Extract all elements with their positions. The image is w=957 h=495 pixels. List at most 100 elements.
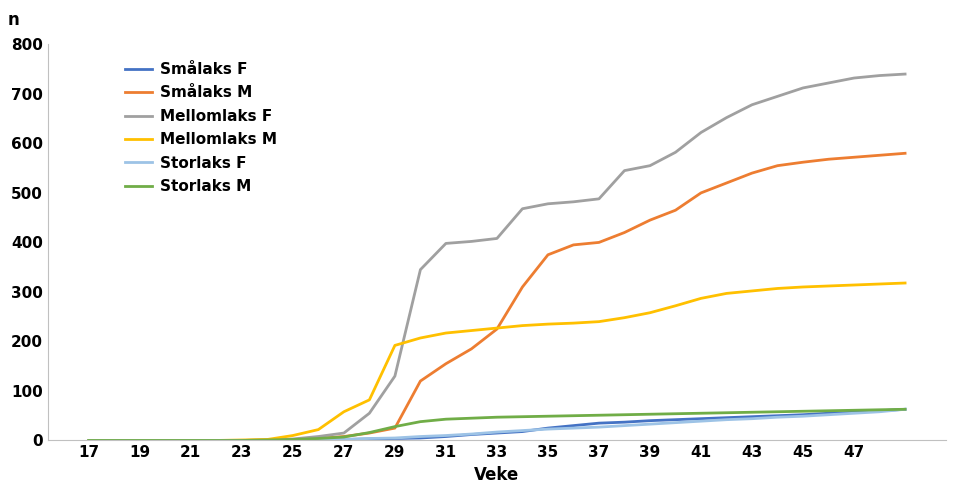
Smålaks F [364,436,375,442]
Smålaks M [83,438,95,444]
Smålaks F [696,416,707,422]
Mellomlaks F [108,438,120,444]
Storlaks M [543,413,554,419]
Smålaks F [619,419,631,425]
Mellomlaks M [313,427,324,433]
Smålaks F [517,429,528,435]
Smålaks M [644,217,656,223]
Mellomlaks M [848,282,859,288]
Mellomlaks M [568,320,579,326]
Storlaks M [313,436,324,442]
Storlaks M [619,412,631,418]
Mellomlaks M [440,330,452,336]
Storlaks F [491,429,502,435]
Smålaks F [721,415,732,421]
Storlaks F [389,435,401,441]
Smålaks F [900,406,911,412]
Smålaks M [389,425,401,431]
Mellomlaks F [593,196,605,202]
Mellomlaks F [440,241,452,247]
Mellomlaks M [108,438,120,444]
Storlaks M [721,410,732,416]
Storlaks M [874,407,885,413]
Storlaks F [543,426,554,432]
Mellomlaks F [83,438,95,444]
Storlaks M [236,438,248,444]
Smålaks F [211,438,222,444]
Mellomlaks F [134,438,145,444]
Mellomlaks F [823,80,835,86]
Smålaks M [721,180,732,186]
Storlaks F [211,438,222,444]
Storlaks F [160,438,171,444]
Mellomlaks M [823,283,835,289]
Storlaks M [364,430,375,436]
Mellomlaks M [287,433,299,439]
Storlaks F [517,428,528,434]
Mellomlaks M [696,296,707,301]
Smålaks F [313,437,324,443]
Mellomlaks M [746,288,758,294]
Smålaks M [108,438,120,444]
Line: Mellomlaks M: Mellomlaks M [89,283,905,441]
Mellomlaks F [364,410,375,416]
Mellomlaks M [466,328,478,334]
Mellomlaks F [619,168,631,174]
Mellomlaks F [568,199,579,205]
Smålaks F [287,437,299,443]
Storlaks F [746,416,758,422]
Storlaks M [848,407,859,413]
Smålaks F [848,409,859,415]
Line: Storlaks M: Storlaks M [89,409,905,441]
Storlaks M [389,424,401,430]
Mellomlaks F [517,206,528,212]
Smålaks M [491,326,502,332]
Mellomlaks F [771,94,783,99]
Storlaks M [261,437,273,443]
Smålaks M [236,438,248,444]
Smålaks M [338,434,349,440]
Storlaks M [823,408,835,414]
Mellomlaks F [261,437,273,443]
Smålaks F [108,438,120,444]
Smålaks M [313,436,324,442]
Smålaks M [670,207,681,213]
Storlaks F [721,417,732,423]
Storlaks F [185,438,196,444]
Mellomlaks M [211,438,222,444]
Mellomlaks F [211,438,222,444]
Smålaks F [771,413,783,419]
Smålaks F [823,410,835,416]
Storlaks F [440,433,452,439]
Mellomlaks F [338,430,349,436]
Smålaks F [874,408,885,414]
Storlaks F [593,424,605,430]
Mellomlaks M [414,335,426,341]
Mellomlaks M [517,323,528,329]
Smålaks M [823,156,835,162]
Storlaks M [440,416,452,422]
Storlaks M [797,408,809,414]
Mellomlaks F [313,434,324,440]
Storlaks F [108,438,120,444]
Smålaks M [134,438,145,444]
Mellomlaks F [848,75,859,81]
Storlaks M [160,438,171,444]
Storlaks F [797,413,809,419]
Smålaks M [261,437,273,443]
Smålaks M [160,438,171,444]
Storlaks F [236,438,248,444]
Storlaks M [670,411,681,417]
Mellomlaks F [543,201,554,207]
Storlaks M [644,411,656,417]
Storlaks M [466,415,478,421]
Smålaks F [543,425,554,431]
Storlaks F [619,423,631,429]
Mellomlaks F [236,438,248,444]
Smålaks F [670,417,681,423]
Smålaks F [134,438,145,444]
Smålaks M [797,159,809,165]
Smålaks M [619,230,631,236]
Mellomlaks F [797,85,809,91]
Mellomlaks M [364,397,375,403]
